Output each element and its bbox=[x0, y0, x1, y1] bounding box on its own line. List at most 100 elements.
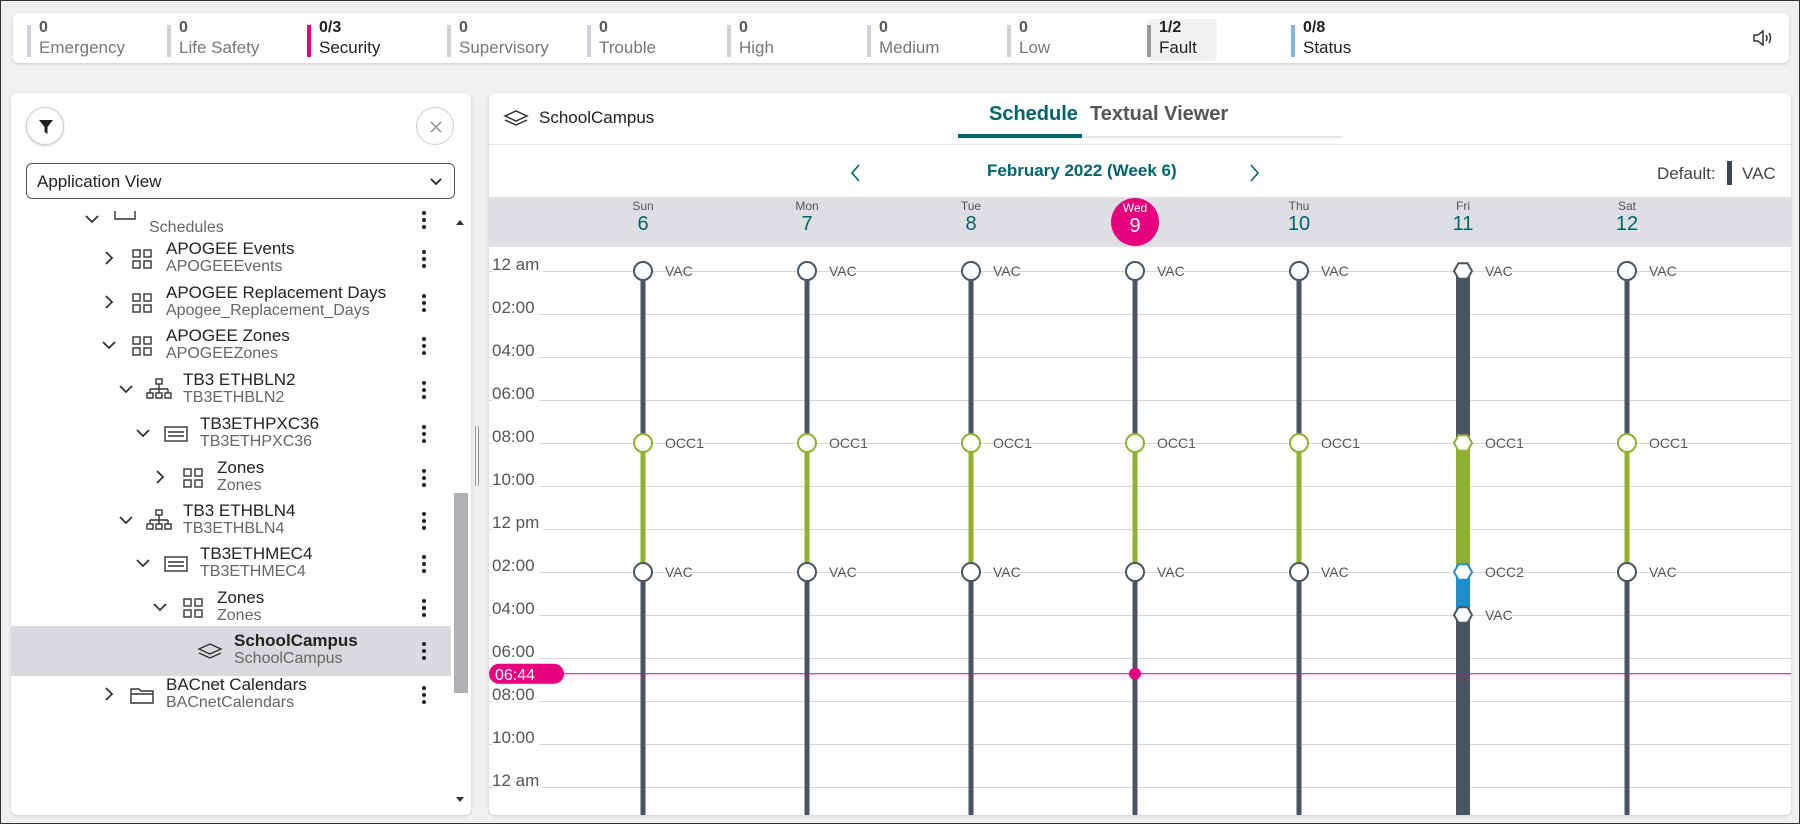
schedule-bar-vac[interactable] bbox=[1456, 271, 1470, 443]
chevron-down-icon[interactable] bbox=[99, 335, 119, 355]
day-header-mon[interactable]: Mon 7 bbox=[777, 199, 837, 236]
more-options-icon[interactable] bbox=[421, 248, 427, 270]
event-marker[interactable] bbox=[797, 261, 817, 281]
tree-node[interactable]: TB3 ETHBLN4 TB3ETHBLN4 bbox=[11, 496, 451, 546]
more-options-icon[interactable] bbox=[421, 423, 427, 445]
schedule-bar-occ1[interactable] bbox=[1132, 443, 1138, 572]
alarm-low[interactable]: 0 Low bbox=[1007, 19, 1050, 61]
exception-marker[interactable] bbox=[1452, 563, 1474, 581]
event-marker[interactable] bbox=[633, 433, 653, 453]
event-marker[interactable] bbox=[797, 433, 817, 453]
event-marker[interactable] bbox=[1125, 261, 1145, 281]
tree-node[interactable]: TB3ETHMEC4 TB3ETHMEC4 bbox=[11, 539, 451, 589]
more-options-icon[interactable] bbox=[421, 379, 427, 401]
more-options-icon[interactable] bbox=[421, 684, 427, 706]
chevron-down-icon[interactable] bbox=[150, 597, 170, 617]
schedule-bar-occ1[interactable] bbox=[968, 443, 974, 572]
day-header-wed[interactable]: Wed 9 bbox=[1111, 198, 1159, 246]
scroll-down-icon[interactable] bbox=[452, 793, 468, 807]
more-options-icon[interactable] bbox=[421, 597, 427, 619]
event-marker[interactable] bbox=[1289, 433, 1309, 453]
tab-textual-viewer[interactable]: Textual Viewer bbox=[1090, 103, 1229, 125]
schedule-bar-vac[interactable] bbox=[640, 572, 646, 815]
tree-node[interactable]: Zones Zones bbox=[11, 453, 451, 503]
next-week-icon[interactable] bbox=[1247, 163, 1261, 183]
speaker-icon[interactable] bbox=[1751, 27, 1775, 49]
more-options-icon[interactable] bbox=[421, 467, 427, 489]
schedule-bar-vac[interactable] bbox=[1624, 572, 1630, 815]
more-options-icon[interactable] bbox=[421, 292, 427, 314]
chevron-right-icon[interactable] bbox=[99, 292, 119, 312]
tree-node[interactable]: BACnet Calendars BACnetCalendars bbox=[11, 670, 451, 720]
schedule-bar-vac[interactable] bbox=[1456, 615, 1470, 815]
day-header-thu[interactable]: Thu 10 bbox=[1269, 199, 1329, 236]
alarm-high[interactable]: 0 High bbox=[727, 19, 774, 61]
more-options-icon[interactable] bbox=[421, 510, 427, 532]
alarm-status[interactable]: 0/8 Status bbox=[1291, 19, 1351, 61]
tree-node[interactable]: Schedules bbox=[11, 205, 451, 245]
event-marker[interactable] bbox=[1289, 562, 1309, 582]
alarm-emergency[interactable]: 0 Emergency bbox=[27, 19, 125, 61]
more-options-icon[interactable] bbox=[421, 209, 427, 231]
schedule-bar-vac[interactable] bbox=[1296, 572, 1302, 815]
previous-week-icon[interactable] bbox=[849, 163, 863, 183]
schedule-bar-vac[interactable] bbox=[968, 572, 974, 815]
alarm-medium[interactable]: 0 Medium bbox=[867, 19, 939, 61]
chevron-right-icon[interactable] bbox=[150, 467, 170, 487]
event-marker[interactable] bbox=[797, 562, 817, 582]
chevron-down-icon[interactable] bbox=[82, 209, 102, 229]
filter-button[interactable] bbox=[26, 107, 64, 145]
event-marker[interactable] bbox=[961, 433, 981, 453]
tree-node[interactable]: TB3ETHPXC36 TB3ETHPXC36 bbox=[11, 409, 451, 459]
tree-node[interactable]: SchoolCampus SchoolCampus bbox=[11, 626, 451, 676]
alarm-fault[interactable]: 1/2 Fault bbox=[1147, 19, 1217, 61]
event-marker[interactable] bbox=[1125, 433, 1145, 453]
day-header-fri[interactable]: Fri 11 bbox=[1433, 199, 1493, 236]
schedule-bar-vac[interactable] bbox=[804, 271, 810, 443]
view-select[interactable]: Application View bbox=[26, 163, 455, 199]
event-marker[interactable] bbox=[961, 562, 981, 582]
tree-node[interactable]: TB3 ETHBLN2 TB3ETHBLN2 bbox=[11, 365, 451, 415]
event-marker[interactable] bbox=[633, 261, 653, 281]
schedule-bar-occ1[interactable] bbox=[804, 443, 810, 572]
exception-marker[interactable] bbox=[1452, 606, 1474, 624]
schedule-bar-occ2[interactable] bbox=[1456, 572, 1470, 615]
schedule-bar-occ1[interactable] bbox=[1296, 443, 1302, 572]
alarm-supervisory[interactable]: 0 Supervisory bbox=[447, 19, 549, 61]
tree-node[interactable]: APOGEE Zones APOGEEZones bbox=[11, 321, 451, 371]
schedule-bar-occ1[interactable] bbox=[1456, 443, 1470, 572]
event-marker[interactable] bbox=[1617, 261, 1637, 281]
schedule-bar-vac[interactable] bbox=[968, 271, 974, 443]
exception-marker[interactable] bbox=[1452, 434, 1474, 452]
schedule-bar-vac[interactable] bbox=[1132, 271, 1138, 443]
exception-marker[interactable] bbox=[1452, 262, 1474, 280]
day-header-sat[interactable]: Sat 12 bbox=[1597, 199, 1657, 236]
schedule-bar-occ1[interactable] bbox=[1624, 443, 1630, 572]
chevron-down-icon[interactable] bbox=[116, 379, 136, 399]
panel-splitter[interactable] bbox=[475, 426, 479, 486]
event-marker[interactable] bbox=[1617, 562, 1637, 582]
schedule-bar-vac[interactable] bbox=[1132, 572, 1138, 815]
schedule-bar-vac[interactable] bbox=[1296, 271, 1302, 443]
more-options-icon[interactable] bbox=[421, 335, 427, 357]
tree-node[interactable]: Zones Zones bbox=[11, 583, 451, 633]
event-marker[interactable] bbox=[961, 261, 981, 281]
chevron-down-icon[interactable] bbox=[133, 423, 153, 443]
schedule-bar-vac[interactable] bbox=[804, 572, 810, 815]
more-options-icon[interactable] bbox=[421, 640, 427, 662]
event-marker[interactable] bbox=[1125, 562, 1145, 582]
event-marker[interactable] bbox=[1289, 261, 1309, 281]
scroll-thumb[interactable] bbox=[454, 493, 468, 693]
event-marker[interactable] bbox=[633, 562, 653, 582]
tree-node[interactable]: APOGEE Replacement Days Apogee_Replacemen… bbox=[11, 278, 451, 328]
alarm-life-safety[interactable]: 0 Life Safety bbox=[167, 19, 259, 61]
more-options-icon[interactable] bbox=[421, 553, 427, 575]
schedule-bar-vac[interactable] bbox=[1624, 271, 1630, 443]
chevron-right-icon[interactable] bbox=[99, 684, 119, 704]
alarm-security[interactable]: 0/3 Security bbox=[307, 19, 380, 61]
close-button[interactable] bbox=[416, 107, 454, 145]
chevron-right-icon[interactable] bbox=[99, 248, 119, 268]
day-header-tue[interactable]: Tue 8 bbox=[941, 199, 1001, 236]
tree-node[interactable]: APOGEE Events APOGEEEvents bbox=[11, 234, 451, 284]
schedule-bar-vac[interactable] bbox=[640, 271, 646, 443]
